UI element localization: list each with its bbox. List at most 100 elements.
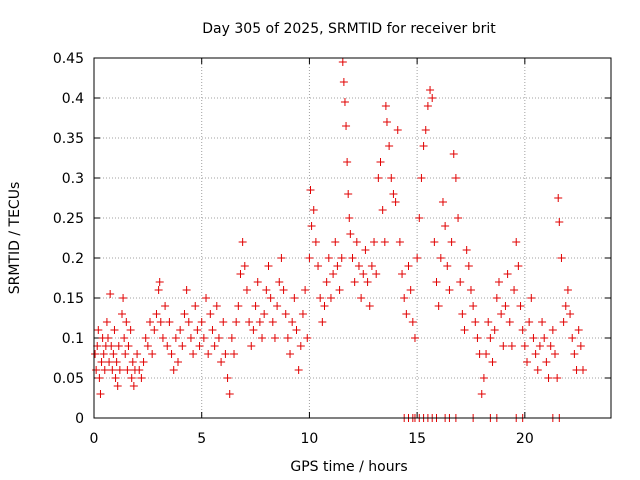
data-point [462, 246, 471, 254]
data-point [380, 238, 389, 246]
data-point [225, 390, 234, 398]
data-point [258, 334, 267, 342]
data-point [531, 350, 540, 358]
data-point [494, 278, 503, 286]
data-point [118, 310, 127, 318]
data-point [255, 318, 264, 326]
data-point [458, 310, 467, 318]
data-point [247, 342, 256, 350]
y-tick-label: 0.1 [62, 331, 84, 347]
data-point [249, 326, 258, 334]
data-point [438, 198, 447, 206]
data-point [387, 174, 396, 182]
data-point [283, 334, 292, 342]
data-point [129, 382, 138, 390]
data-point [266, 294, 275, 302]
y-tick-label: 0.3 [62, 171, 84, 187]
data-point [415, 214, 424, 222]
data-point [128, 358, 137, 366]
data-point [512, 238, 521, 246]
data-point [389, 190, 398, 198]
data-point [570, 350, 579, 358]
data-point [107, 342, 116, 350]
data-point [376, 158, 385, 166]
data-point [400, 294, 409, 302]
data-point [178, 342, 187, 350]
data-point [135, 366, 144, 374]
data-point [449, 150, 458, 158]
data-point [156, 318, 165, 326]
data-point [146, 318, 155, 326]
data-point [329, 270, 338, 278]
data-point [306, 186, 315, 194]
data-point [497, 310, 506, 318]
data-point [324, 254, 333, 262]
data-point [318, 318, 327, 326]
data-point [406, 286, 415, 294]
data-point [374, 174, 383, 182]
data-point [316, 294, 325, 302]
data-point [202, 294, 211, 302]
x-tick-label: 0 [90, 431, 99, 447]
data-point [298, 310, 307, 318]
data-point [303, 334, 312, 342]
data-point [357, 294, 366, 302]
data-point [294, 366, 303, 374]
data-point [382, 118, 391, 126]
data-point [443, 262, 452, 270]
data-point [262, 286, 271, 294]
data-point [385, 142, 394, 150]
data-point [232, 318, 241, 326]
data-point [307, 222, 316, 230]
data-point [234, 302, 243, 310]
y-tick-label: 0.35 [53, 131, 84, 147]
data-point [309, 206, 318, 214]
data-point [436, 254, 445, 262]
data-point [126, 326, 135, 334]
data-point [93, 342, 102, 350]
data-point [109, 350, 118, 358]
data-point [553, 374, 562, 382]
data-point [105, 358, 114, 366]
data-point [404, 262, 413, 270]
data-point [338, 58, 347, 66]
data-point [555, 218, 564, 226]
data-point [345, 214, 354, 222]
data-point [343, 158, 352, 166]
data-point [395, 238, 404, 246]
data-point [161, 302, 170, 310]
data-point [456, 278, 465, 286]
data-point [206, 310, 215, 318]
data-point [264, 262, 273, 270]
x-tick-label: 20 [516, 431, 534, 447]
data-point [114, 342, 123, 350]
data-point [447, 238, 456, 246]
data-point [251, 302, 260, 310]
data-point [182, 286, 191, 294]
data-point [127, 374, 136, 382]
data-point [378, 206, 387, 214]
chart-title: Day 305 of 2025, SRMTID for receiver bri… [202, 21, 496, 37]
data-point [94, 326, 103, 334]
data-point [367, 262, 376, 270]
data-point [441, 222, 450, 230]
data-point [488, 358, 497, 366]
data-point [361, 246, 370, 254]
data-point [421, 126, 430, 134]
axis-ticks: 0 0.05 0.1 0.15 0.2 0.25 0.3 0.35 0.4 0.45 0 5 10 15 2… [53, 51, 611, 447]
data-point [352, 238, 361, 246]
data-point [529, 334, 538, 342]
data-point [227, 334, 236, 342]
data-point [296, 342, 305, 350]
y-tick-label: 0.45 [53, 51, 84, 67]
data-point [391, 198, 400, 206]
x-axis-label: GPS time / hours [290, 459, 407, 475]
data-point [176, 326, 185, 334]
data-point [522, 358, 531, 366]
data-point [326, 294, 335, 302]
data-point [279, 286, 288, 294]
data-point [102, 318, 111, 326]
data-point [516, 302, 525, 310]
data-point [566, 310, 575, 318]
data-point [301, 286, 310, 294]
